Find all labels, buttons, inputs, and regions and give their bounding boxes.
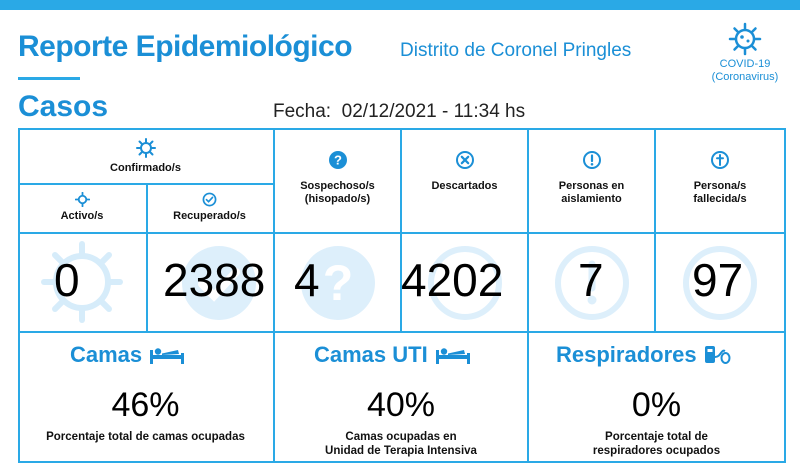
fallecidos-value: 97: [692, 254, 744, 306]
camas-desc: Porcentaje total de camas ocupadas: [46, 431, 245, 443]
top-accent-bar: [0, 0, 800, 10]
recuperados-label: Recuperado/s: [173, 210, 246, 222]
descartados-value: 4202: [401, 254, 504, 306]
covid-badge: COVID-19 (Coronavirus): [700, 22, 790, 84]
aislamiento-label: Personas en aislamiento: [558, 180, 625, 205]
cancel-circle-icon: [455, 151, 474, 169]
respiradores-desc: Porcentaje total de respiradores ocupado…: [529, 430, 784, 458]
grid-line: [18, 183, 273, 185]
virus-icon: [728, 22, 762, 56]
camas-pct: 46%: [111, 386, 180, 424]
question-watermark-icon: ?: [301, 246, 375, 320]
grid-line: [400, 128, 402, 331]
uti-pct: 40%: [366, 386, 436, 424]
cross-watermark-icon: [683, 246, 757, 320]
report-grid: Confirmado/s Activo/s Recuperado/s ? Sos…: [18, 128, 786, 463]
activos-header: Activo/s: [18, 192, 146, 223]
activos-label: Activo/s: [60, 210, 104, 222]
grid-line: [146, 183, 148, 331]
page-title: Reporte Epidemiológico: [18, 30, 353, 63]
uti-desc-line2: Unidad de Terapia Intensiva: [325, 445, 477, 457]
grid-line: [18, 461, 786, 463]
cancel-watermark-icon: [428, 246, 502, 320]
virus-icon: [74, 192, 90, 207]
cross-icon: [711, 151, 729, 169]
grid-line: [18, 128, 20, 463]
exclamation-watermark-icon: [555, 246, 629, 320]
grid-line: [527, 128, 529, 463]
fallecidos-header: Persona/s fallecida/s: [656, 150, 784, 206]
question-icon: ?: [328, 151, 347, 169]
svg-text:?: ?: [334, 153, 342, 168]
sospechosos-value: 4: [294, 254, 320, 306]
uti-title: Camas UTI: [314, 342, 472, 368]
recuperados-header: Recuperado/s: [146, 192, 273, 223]
aislamiento-header: Personas en aislamiento: [529, 150, 654, 206]
grid-line: [18, 331, 786, 333]
resp-desc-line1: Porcentaje total de: [605, 431, 708, 443]
fecha-label: Fecha:: [273, 101, 332, 122]
descartados-header: Descartados: [402, 150, 527, 193]
resp-desc-line2: respiradores ocupados: [592, 445, 721, 457]
virus-icon: [135, 138, 156, 158]
grid-line: [18, 128, 786, 130]
exclamation-circle-icon: [582, 151, 601, 169]
uti-label: Camas UTI: [314, 342, 428, 367]
sospechosos-header: ? Sospechoso/s (hisopado/s): [275, 150, 400, 206]
confirmados-header: Confirmado/s: [18, 138, 273, 175]
ventilator-icon: [704, 346, 731, 364]
camas-title: Camas: [70, 342, 186, 368]
respiradores-title: Respiradores: [556, 342, 731, 368]
title-underline: [18, 77, 80, 80]
grid-line: [654, 128, 656, 331]
bed-icon: [435, 348, 470, 364]
grid-line: [273, 128, 275, 463]
camas-label: Camas: [70, 342, 143, 367]
check-watermark-icon: [182, 246, 256, 320]
aislamiento-value: 7: [578, 254, 604, 306]
check-circle-icon: [202, 192, 217, 207]
respiradores-pct: 0%: [631, 386, 682, 424]
bed-icon: [150, 348, 185, 364]
descartados-label: Descartados: [431, 180, 498, 192]
grid-line: [18, 232, 786, 234]
covid-sublabel: (Coronavirus): [711, 71, 779, 83]
svg-text:?: ?: [323, 255, 354, 311]
uti-desc: Camas ocupadas en Unidad de Terapia Inte…: [275, 430, 527, 458]
fallecidos-label: Persona/s fallecida/s: [693, 180, 747, 205]
uti-desc-line1: Camas ocupadas en: [345, 431, 457, 443]
sospechosos-label: Sospechoso/s (hisopado/s): [300, 180, 375, 205]
report-date: Fecha: 02/12/2021 - 11:34 hs: [273, 101, 525, 123]
fecha-value: 02/12/2021 - 11:34 hs: [341, 101, 526, 122]
district-subtitle: Distrito de Coronel Pringles: [400, 40, 632, 61]
confirmados-label: Confirmado/s: [110, 162, 181, 174]
recuperados-value: 2388: [163, 254, 266, 306]
respiradores-label: Respiradores: [556, 342, 697, 367]
activos-value: 0: [54, 254, 80, 306]
grid-line: [784, 128, 786, 463]
casos-heading: Casos: [18, 90, 109, 123]
virus-watermark-icon: [41, 241, 123, 323]
covid-label: COVID-19: [719, 58, 771, 70]
